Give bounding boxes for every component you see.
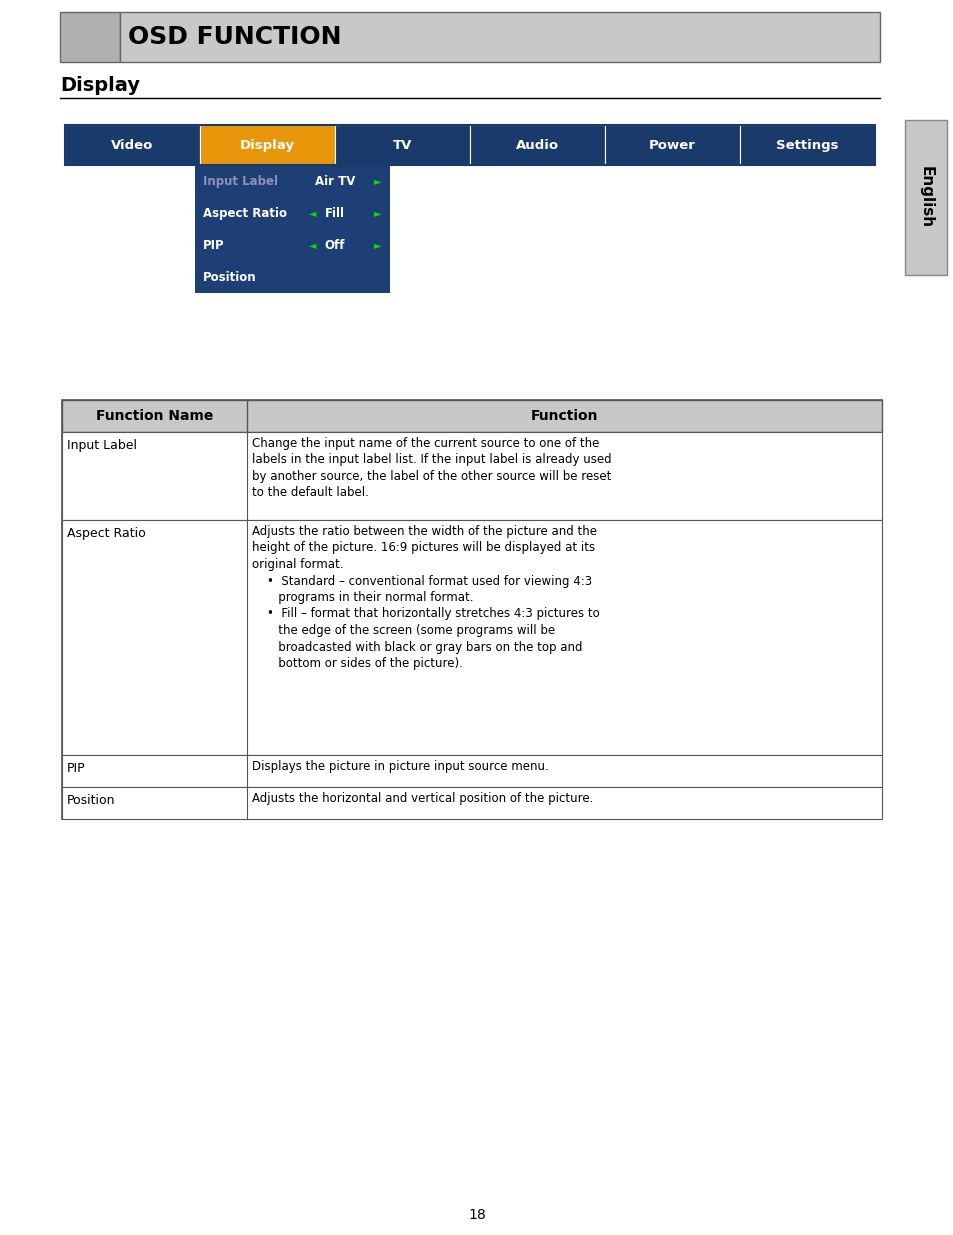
Text: Change the input name of the current source to one of the
labels in the input la: Change the input name of the current sou… xyxy=(252,437,611,499)
Text: PIP: PIP xyxy=(67,762,86,776)
Text: Adjusts the ratio between the width of the picture and the
height of the picture: Adjusts the ratio between the width of t… xyxy=(252,525,599,671)
Text: Air TV: Air TV xyxy=(314,174,355,188)
Text: Display: Display xyxy=(240,138,294,152)
Bar xyxy=(62,432,882,520)
Text: Function Name: Function Name xyxy=(95,409,213,424)
Bar xyxy=(120,12,879,62)
Bar xyxy=(904,120,946,275)
Text: PIP: PIP xyxy=(203,238,224,252)
Bar xyxy=(62,400,882,432)
Text: Position: Position xyxy=(203,270,256,284)
Text: ►: ► xyxy=(374,207,381,219)
Text: Aspect Ratio: Aspect Ratio xyxy=(67,527,146,540)
Text: Settings: Settings xyxy=(776,138,838,152)
Text: OSD FUNCTION: OSD FUNCTION xyxy=(128,25,341,49)
Bar xyxy=(65,125,874,165)
Bar xyxy=(62,755,882,787)
Text: Function: Function xyxy=(530,409,598,424)
Text: Off: Off xyxy=(324,238,345,252)
Text: Aspect Ratio: Aspect Ratio xyxy=(203,206,287,220)
Bar xyxy=(194,165,390,293)
Text: Video: Video xyxy=(112,138,153,152)
Bar xyxy=(470,125,604,165)
Text: ◄: ◄ xyxy=(309,207,316,219)
Text: ►: ► xyxy=(374,240,381,249)
Text: Position: Position xyxy=(67,794,115,806)
Text: Input Label: Input Label xyxy=(67,438,137,452)
Bar xyxy=(65,125,200,165)
Text: Power: Power xyxy=(648,138,695,152)
Bar xyxy=(200,125,335,165)
Text: Audio: Audio xyxy=(516,138,558,152)
Bar xyxy=(335,125,470,165)
Bar xyxy=(60,12,120,62)
Bar xyxy=(604,125,740,165)
Text: Input Label: Input Label xyxy=(203,174,277,188)
Bar xyxy=(62,400,882,819)
Bar xyxy=(740,125,874,165)
Text: 18: 18 xyxy=(468,1208,485,1221)
Bar xyxy=(62,520,882,755)
Text: ►: ► xyxy=(374,177,381,186)
Text: Adjusts the horizontal and vertical position of the picture.: Adjusts the horizontal and vertical posi… xyxy=(252,792,593,805)
Text: TV: TV xyxy=(393,138,412,152)
Text: Display: Display xyxy=(60,77,140,95)
Bar xyxy=(62,787,882,819)
Text: Displays the picture in picture input source menu.: Displays the picture in picture input so… xyxy=(252,760,548,773)
Text: Fill: Fill xyxy=(325,206,345,220)
Text: ◄: ◄ xyxy=(309,240,316,249)
Text: English: English xyxy=(918,167,933,228)
